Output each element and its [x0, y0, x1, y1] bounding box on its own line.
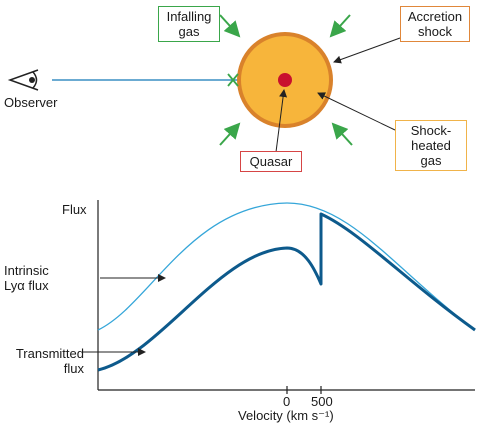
observer-label: Observer — [4, 95, 58, 110]
shock-cross-icon — [227, 73, 239, 87]
transmitted-flux-label: Transmitted flux — [4, 346, 84, 376]
quasar-callout — [275, 89, 288, 153]
shock-heated-line1: Shock- — [410, 123, 452, 138]
transmitted-curve — [97, 212, 476, 372]
quasar-dot — [278, 73, 292, 87]
tick-label-0: 0 — [283, 394, 291, 409]
accretion-shock-line1: Accretion — [407, 9, 463, 24]
accretion-shock-line2: shock — [418, 24, 452, 39]
intrinsic-curve — [97, 202, 476, 331]
infalling-gas-line1: Infalling — [166, 9, 212, 24]
velocity-axis-label: Velocity (km s⁻¹) — [238, 408, 334, 423]
tick-label-500: 500 — [311, 394, 333, 409]
shock-heated-line2: heated — [411, 138, 451, 153]
accretion-shock-label: Accretion shock — [400, 6, 470, 42]
shock-heated-gas-label: Shock- heated gas — [395, 120, 467, 171]
flux-axis-label: Flux — [62, 202, 87, 217]
transmitted-line1: Transmitted — [15, 346, 84, 361]
shock-heated-line3: gas — [420, 153, 442, 168]
transmitted-line2: flux — [63, 361, 84, 376]
observer-eye-icon — [7, 69, 39, 91]
infall-arrows — [219, 14, 353, 146]
intrinsic-flux-label: Intrinsic Lyα flux — [4, 263, 49, 293]
accretion-callout — [333, 37, 401, 64]
infalling-gas-line2: gas — [178, 24, 200, 39]
intrinsic-line1: Intrinsic — [4, 263, 49, 278]
infalling-gas-label: Infalling gas — [158, 6, 220, 42]
quasar-text: Quasar — [249, 154, 293, 169]
quasar-label: Quasar — [240, 151, 302, 172]
intrinsic-line2: Lyα flux — [4, 278, 49, 293]
shock-heated-callout — [317, 92, 396, 131]
